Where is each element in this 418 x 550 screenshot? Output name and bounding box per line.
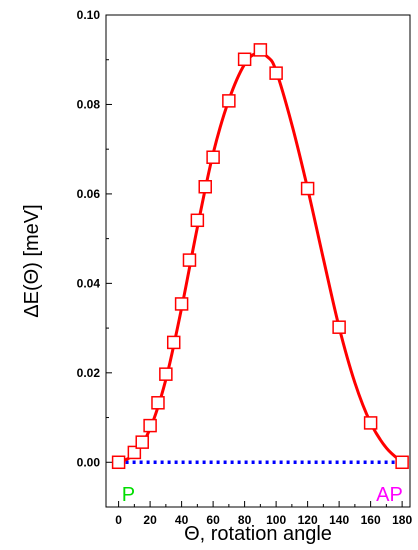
- x-tick-label: 160: [361, 513, 381, 527]
- x-axis-label: Θ, rotation angle: [184, 523, 332, 545]
- data-point-marker: [198, 180, 212, 194]
- x-tick-label: 180: [392, 513, 412, 527]
- data-point-marker: [332, 320, 346, 334]
- data-point-marker: [300, 181, 315, 196]
- annotation-ap: AP: [376, 484, 403, 506]
- x-tick-label: 140: [329, 513, 349, 527]
- data-point-marker: [190, 213, 205, 228]
- x-tick-label: 20: [143, 513, 157, 527]
- x-tick-label: 80: [238, 513, 252, 527]
- data-point-marker: [222, 94, 236, 108]
- data-point-marker: [363, 416, 378, 430]
- annotations: P AP: [122, 484, 403, 506]
- x-tick-label: 60: [206, 513, 220, 527]
- data-point-marker: [395, 455, 409, 470]
- y-tick-label: 0.06: [77, 187, 101, 201]
- y-tick-label: 0.10: [77, 8, 101, 22]
- x-tick-label: 0: [115, 513, 122, 527]
- y-tick-label: 0.04: [77, 276, 101, 290]
- data-point-marker: [166, 335, 181, 350]
- data-point-marker: [269, 66, 283, 80]
- data-point-marker: [127, 445, 142, 460]
- data-point-marker: [206, 150, 220, 164]
- data-point-marker: [253, 43, 268, 57]
- data-point-marker: [143, 418, 157, 433]
- y-tick-label: 0.00: [77, 455, 101, 469]
- y-axis-label: ΔE(Θ) [meV]: [21, 204, 43, 317]
- data-point-marker: [174, 297, 189, 311]
- y-tick-label: 0.02: [77, 366, 101, 380]
- data-point-marker: [182, 253, 197, 267]
- y-axis-ticks: 0.00 0.02 0.04 0.06 0.08 0.10: [77, 8, 112, 469]
- plot-frame: [105, 14, 411, 508]
- x-axis-ticks: 0 20 40 60 80 100 120 140 160 180: [115, 501, 412, 527]
- data-point-marker: [151, 396, 165, 410]
- data-point-marker: [111, 455, 126, 470]
- data-point-marker: [135, 435, 149, 449]
- x-tick-label: 40: [175, 513, 189, 527]
- annotation-p: P: [122, 484, 135, 506]
- plot-layer: [111, 43, 409, 470]
- x-tick-label: 100: [266, 513, 286, 527]
- x-tick-label: 120: [298, 513, 318, 527]
- data-point-marker: [237, 52, 252, 67]
- y-tick-label: 0.08: [77, 97, 101, 111]
- data-point-marker: [159, 367, 173, 381]
